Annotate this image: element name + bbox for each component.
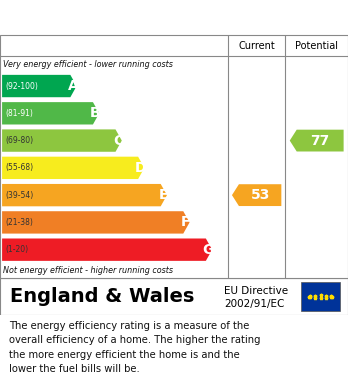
Text: (21-38): (21-38) — [6, 218, 33, 227]
Polygon shape — [2, 184, 167, 206]
Polygon shape — [2, 129, 122, 152]
Polygon shape — [290, 130, 343, 151]
Text: The energy efficiency rating is a measure of the
overall efficiency of a home. T: The energy efficiency rating is a measur… — [9, 321, 260, 374]
Text: Not energy efficient - higher running costs: Not energy efficient - higher running co… — [3, 266, 173, 275]
Text: EU Directive: EU Directive — [224, 286, 288, 296]
Polygon shape — [2, 102, 99, 124]
Text: F: F — [181, 215, 191, 230]
Text: A: A — [68, 79, 78, 93]
Text: (1-20): (1-20) — [6, 245, 29, 254]
Text: (81-91): (81-91) — [6, 109, 33, 118]
Polygon shape — [2, 157, 144, 179]
Text: (39-54): (39-54) — [6, 191, 34, 200]
Text: G: G — [203, 243, 214, 256]
Text: (55-68): (55-68) — [6, 163, 34, 172]
Polygon shape — [2, 211, 190, 233]
Bar — [301, 282, 340, 311]
Text: Potential: Potential — [295, 41, 338, 50]
Text: (92-100): (92-100) — [6, 82, 38, 91]
Text: E: E — [158, 188, 168, 202]
Text: C: C — [113, 134, 123, 147]
Polygon shape — [2, 239, 212, 261]
Text: 2002/91/EC: 2002/91/EC — [224, 299, 285, 309]
Polygon shape — [232, 184, 281, 206]
Text: Current: Current — [238, 41, 275, 50]
Text: Very energy efficient - lower running costs: Very energy efficient - lower running co… — [3, 60, 173, 69]
Text: (69-80): (69-80) — [6, 136, 34, 145]
Text: England & Wales: England & Wales — [10, 287, 195, 306]
Text: Energy Efficiency Rating: Energy Efficiency Rating — [10, 10, 232, 25]
Text: B: B — [90, 106, 101, 120]
Text: 53: 53 — [251, 188, 270, 202]
Polygon shape — [2, 75, 77, 97]
Text: D: D — [135, 161, 147, 175]
Text: 77: 77 — [310, 134, 330, 147]
